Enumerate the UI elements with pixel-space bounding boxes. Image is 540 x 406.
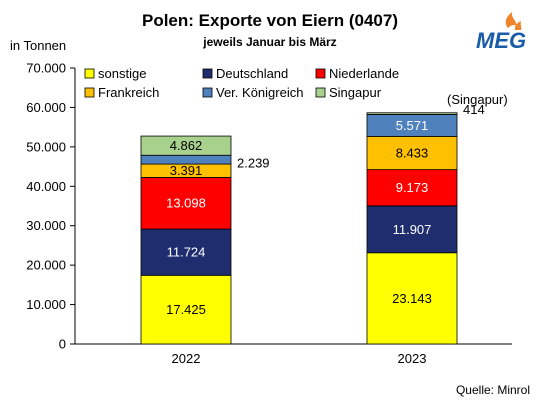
legend-swatch: [202, 87, 213, 98]
bar-segment: [366, 252, 458, 345]
bar-segment: [366, 112, 458, 115]
legend-label: Ver. Königreich: [216, 85, 303, 100]
legend-swatch: [202, 68, 213, 79]
y-tick-label: 0: [59, 337, 66, 352]
y-tick-label: 20.000: [26, 258, 66, 273]
data-label: 8.433: [396, 146, 429, 161]
x-tick-labels: 2022 2023: [172, 351, 427, 366]
legend: sonstige Deutschland Niederlande Frankreich…: [84, 66, 399, 100]
y-tick-label: 60.000: [26, 100, 66, 115]
singapur-annotation: (Singapur): [447, 92, 508, 107]
data-label: 414: [463, 102, 485, 117]
legend-label: Singapur: [329, 85, 382, 100]
bar-segment: [366, 205, 458, 254]
y-tick-label: 70.000: [26, 61, 66, 76]
legend-label: Deutschland: [216, 66, 288, 81]
y-tick-label: 30.000: [26, 218, 66, 233]
unit-label: in Tonnen: [10, 38, 66, 53]
y-tick-label: 10.000: [26, 297, 66, 312]
bar-segment: [140, 177, 232, 230]
data-label: 4.862: [170, 138, 203, 153]
data-label: 5.571: [396, 118, 429, 133]
bar-segment: [140, 228, 232, 276]
logo-flame-small-icon: [514, 21, 522, 30]
chart-title: Polen: Exporte von Eiern (0407): [142, 11, 398, 30]
source-label: Quelle: Minrol: [456, 383, 530, 397]
data-label: 13.098: [166, 196, 206, 211]
data-label: 2.239: [237, 156, 270, 171]
x-tick-label: 2023: [398, 351, 427, 366]
data-label: 11.724: [167, 245, 206, 260]
legend-swatch: [84, 87, 95, 98]
legend-swatch: [315, 87, 326, 98]
bars: 17.425 11.724 13.098 3.391 2.239 4.862 23.143 1…: [140, 102, 485, 345]
data-label: 9.173: [396, 180, 429, 195]
bar-segment: [140, 135, 232, 156]
data-label: 17.425: [166, 302, 206, 317]
data-label: 3.391: [170, 163, 203, 178]
y-ticks: 0 10.000 20.000 30.000 40.000 50.000 60.000 70.…: [26, 61, 75, 352]
legend-label: Niederlande: [329, 66, 399, 81]
legend-swatch: [315, 68, 326, 79]
data-label: 23.143: [392, 291, 432, 306]
y-tick-label: 40.000: [26, 179, 66, 194]
meg-logo: MEG: [476, 12, 526, 53]
x-tick-label: 2022: [172, 351, 201, 366]
logo-flame-icon: [505, 12, 517, 28]
legend-label: sonstige: [98, 66, 146, 81]
legend-label: Frankreich: [98, 85, 159, 100]
legend-swatch: [84, 68, 95, 79]
bar-segment: [366, 169, 458, 207]
chart-subtitle: jeweils Januar bis März: [202, 35, 336, 49]
bar-segment: [140, 154, 232, 165]
y-tick-label: 50.000: [26, 139, 66, 154]
meg-logo-text: MEG: [476, 28, 526, 53]
data-label: 11.907: [393, 222, 432, 237]
